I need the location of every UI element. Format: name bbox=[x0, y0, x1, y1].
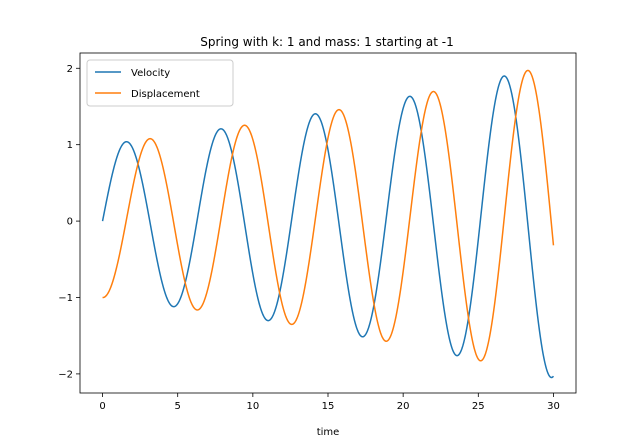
series-line-velocity bbox=[101, 75, 555, 379]
x-tick-label: 10 bbox=[246, 401, 259, 412]
x-tick-label: 5 bbox=[175, 401, 181, 412]
legend-label-displacement: Displacement bbox=[131, 89, 200, 100]
x-axis: 0 5 10 15 20 25 30 bbox=[99, 393, 560, 412]
legend: Velocity Displacement bbox=[86, 59, 234, 107]
x-tick-label: 20 bbox=[397, 401, 410, 412]
series-line-displacement bbox=[102, 69, 555, 362]
x-tick-label: 25 bbox=[472, 401, 485, 412]
y-axis: −2 −1 0 1 2 bbox=[58, 64, 80, 380]
x-tick-label: 0 bbox=[99, 401, 105, 412]
plot-area bbox=[79, 52, 577, 394]
y-tick-label: 0 bbox=[67, 217, 73, 228]
series-layer bbox=[101, 69, 555, 379]
x-tick-label: 30 bbox=[547, 401, 560, 412]
chart-title: Spring with k: 1 and mass: 1 starting at… bbox=[200, 35, 453, 49]
x-axis-title: time bbox=[317, 427, 340, 438]
y-tick-label: −2 bbox=[58, 369, 73, 380]
legend-label-velocity: Velocity bbox=[131, 68, 170, 79]
y-tick-label: −1 bbox=[58, 293, 73, 304]
y-tick-label: 1 bbox=[67, 140, 73, 151]
legend-box bbox=[86, 59, 234, 107]
x-tick-label: 15 bbox=[322, 401, 335, 412]
y-tick-label: 2 bbox=[67, 64, 73, 75]
